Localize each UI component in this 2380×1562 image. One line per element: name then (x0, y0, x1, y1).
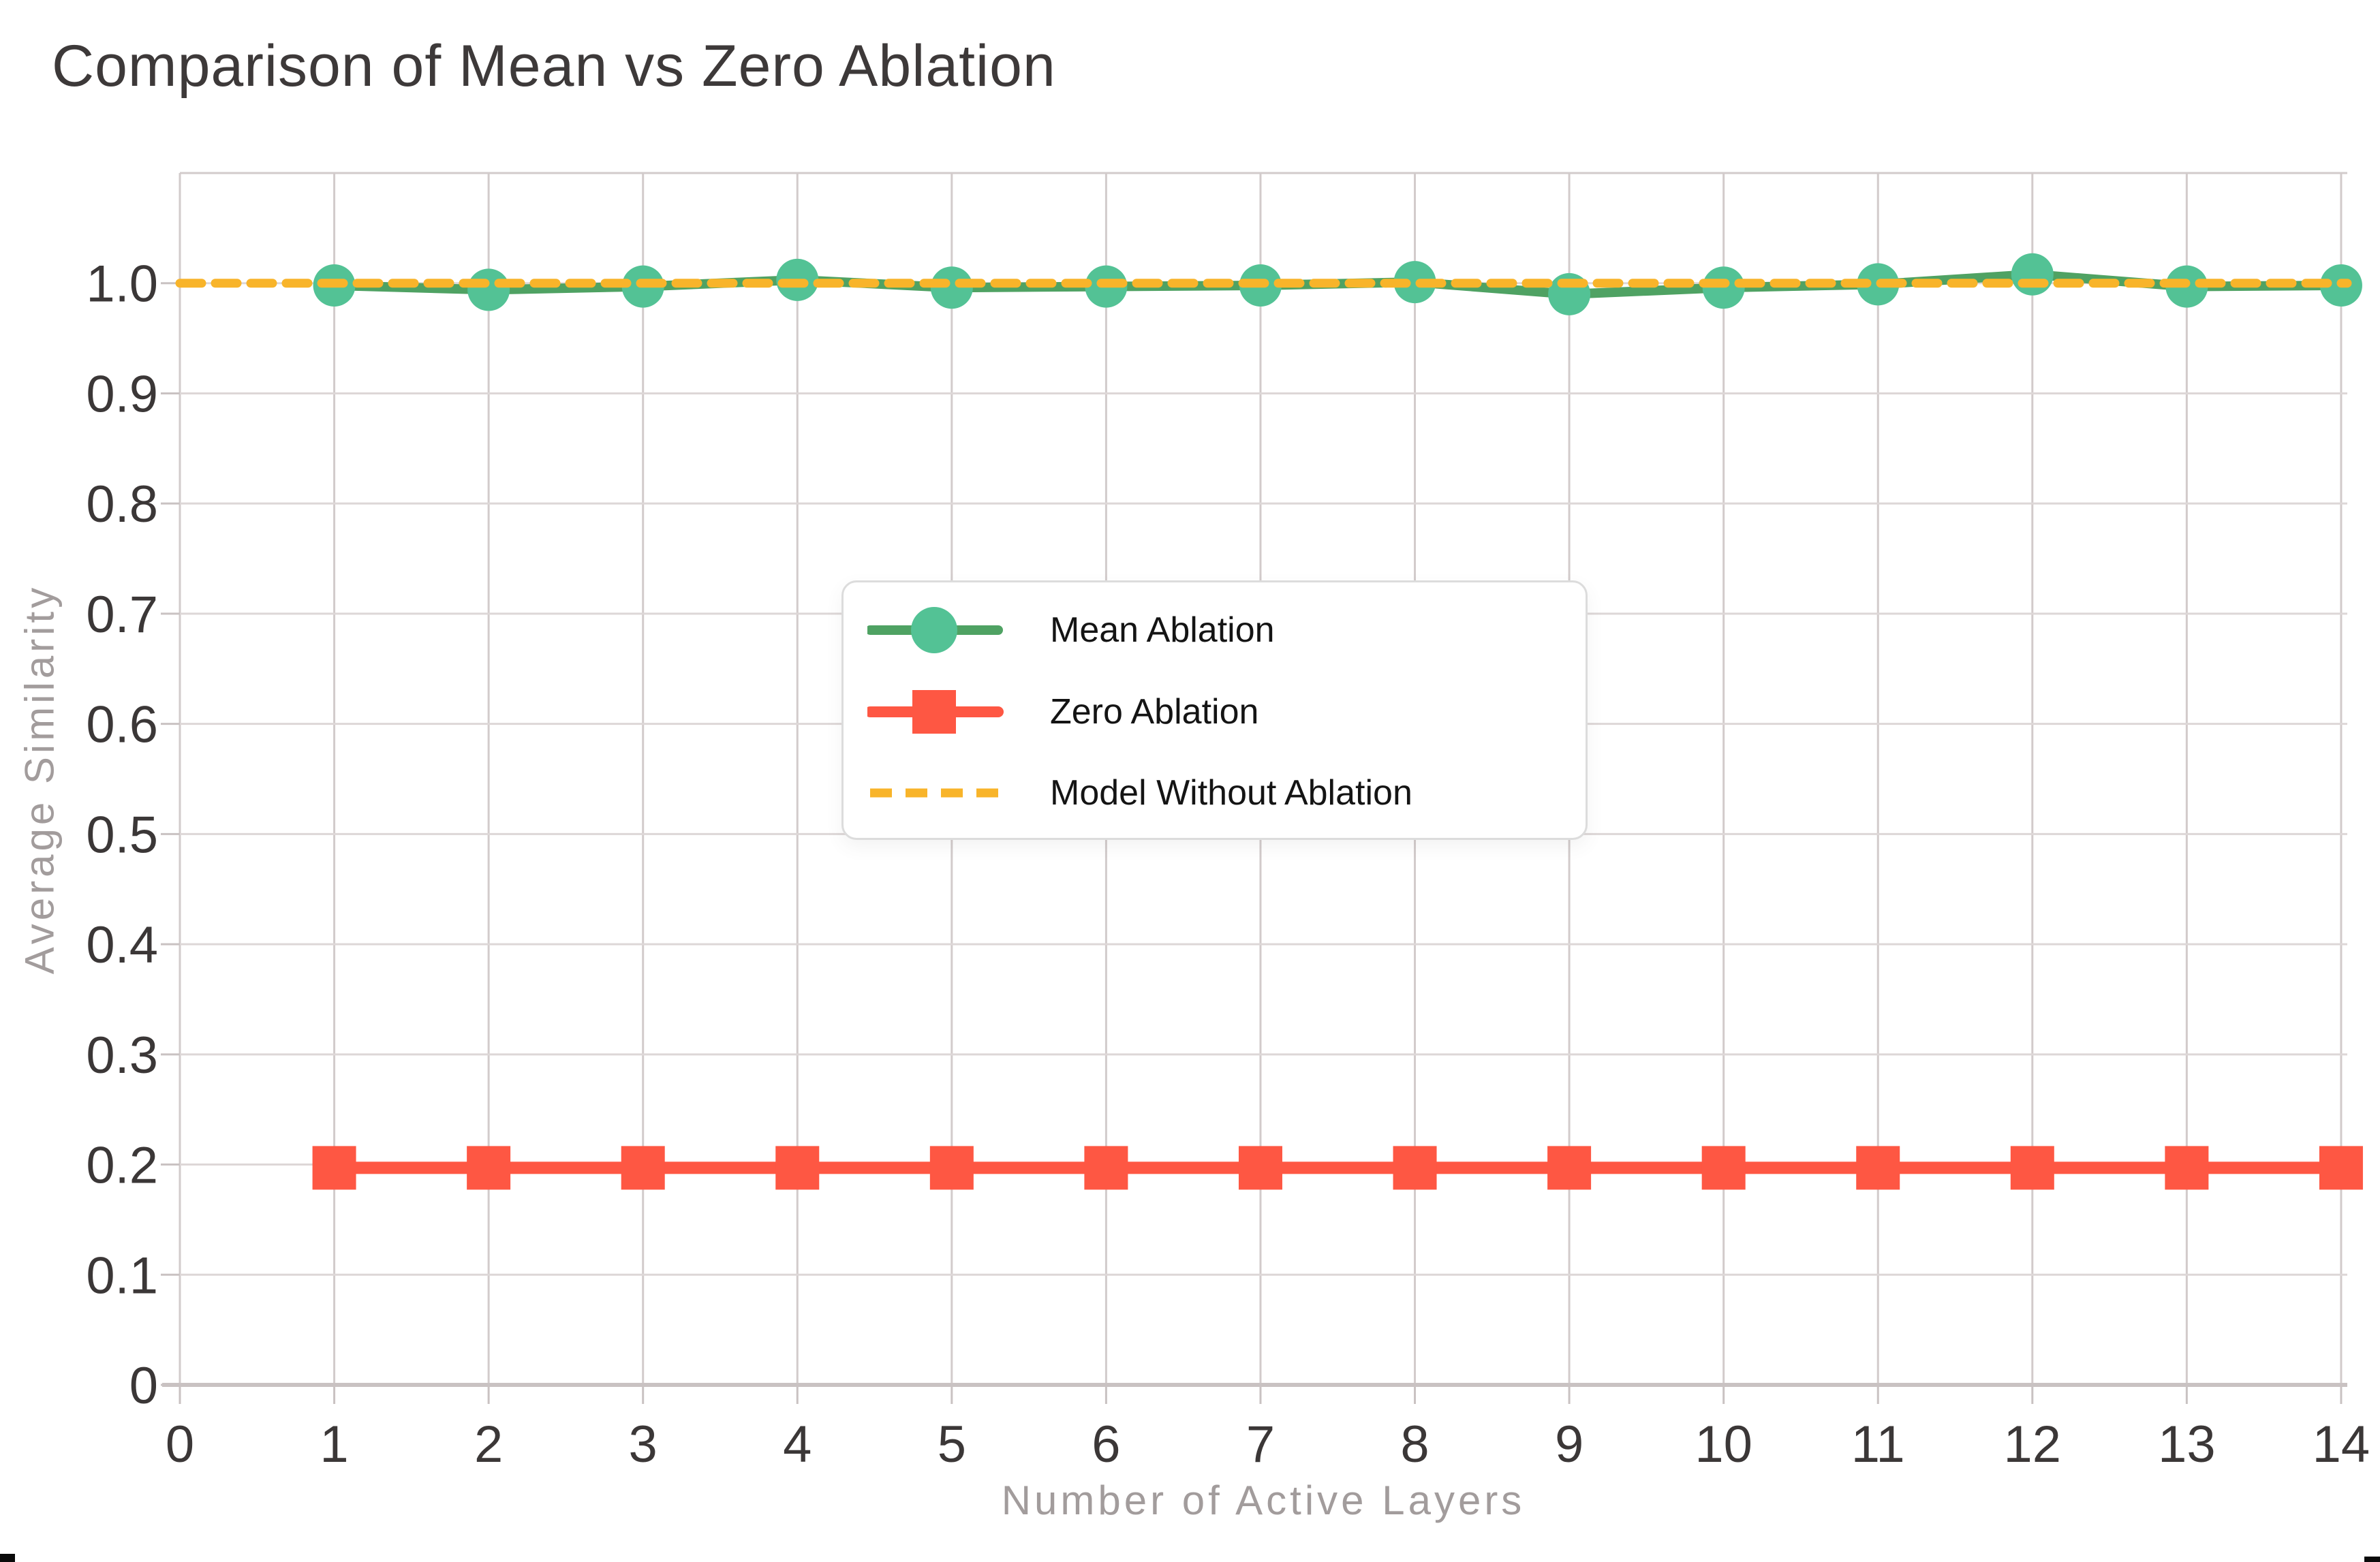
legend-label: Mean Ablation (1050, 610, 1275, 650)
y-axis-title: Average Similarity (16, 584, 63, 975)
crop-artifact-bottom-right (2364, 1557, 2380, 1562)
svg-text:0.8: 0.8 (86, 475, 158, 533)
crop-artifact-bottom-left (0, 1554, 15, 1562)
svg-text:9: 9 (1555, 1416, 1583, 1473)
svg-text:1: 1 (320, 1416, 348, 1473)
svg-text:0.1: 0.1 (86, 1247, 158, 1305)
svg-text:6: 6 (1092, 1416, 1120, 1473)
legend-item-model-without-ablation: Model Without Ablation (867, 768, 1565, 817)
svg-text:1.0: 1.0 (86, 255, 158, 313)
svg-text:3: 3 (629, 1416, 658, 1473)
svg-text:8: 8 (1400, 1416, 1429, 1473)
svg-text:0.3: 0.3 (86, 1027, 158, 1084)
svg-text:0: 0 (129, 1357, 158, 1415)
svg-text:11: 11 (1851, 1416, 1905, 1473)
svg-text:0.9: 0.9 (86, 365, 158, 423)
x-axis-title: Number of Active Layers (1001, 1478, 1526, 1523)
svg-text:0: 0 (166, 1416, 194, 1473)
legend: Mean Ablation Zero Ablation Model Withou… (841, 580, 1588, 840)
svg-text:0.7: 0.7 (86, 586, 158, 644)
mean-ablation-line-circle-icon (867, 607, 1003, 653)
svg-text:14: 14 (2313, 1416, 2370, 1473)
baseline-dashed-line-icon (870, 788, 1001, 798)
svg-text:12: 12 (2004, 1416, 2062, 1473)
legend-item-zero-ablation: Zero Ablation (867, 687, 1565, 736)
svg-text:13: 13 (2158, 1416, 2216, 1473)
svg-text:4: 4 (783, 1416, 812, 1473)
svg-text:0.5: 0.5 (86, 806, 158, 864)
svg-text:0.4: 0.4 (86, 916, 158, 974)
svg-text:2: 2 (474, 1416, 503, 1473)
svg-text:0.2: 0.2 (86, 1137, 158, 1195)
svg-text:10: 10 (1695, 1416, 1752, 1473)
zero-ablation-line-square-icon (867, 689, 1004, 734)
legend-item-mean-ablation: Mean Ablation (867, 606, 1565, 655)
svg-text:5: 5 (938, 1416, 966, 1473)
chart-title: Comparison of Mean vs Zero Ablation (52, 33, 1056, 99)
svg-text:0.6: 0.6 (86, 696, 158, 754)
legend-label: Zero Ablation (1050, 691, 1259, 732)
legend-label: Model Without Ablation (1050, 773, 1412, 813)
svg-text:7: 7 (1246, 1416, 1275, 1473)
